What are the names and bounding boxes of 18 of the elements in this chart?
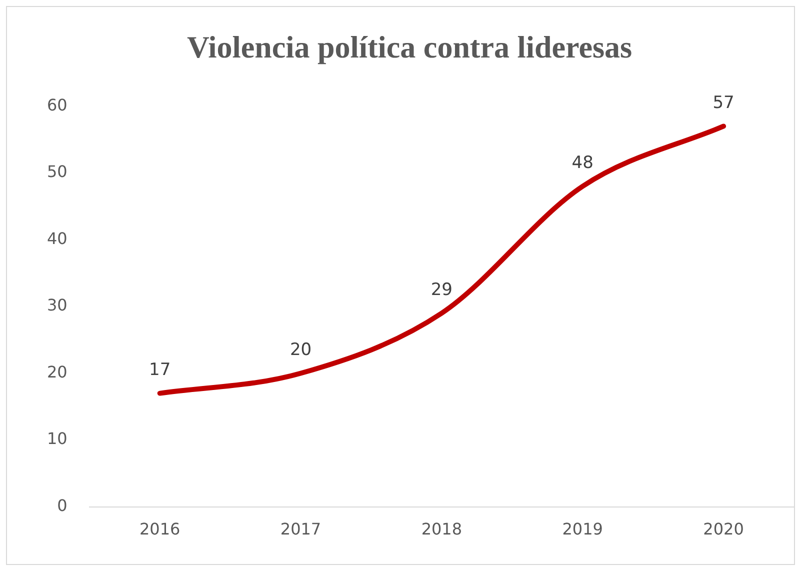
y-tick-label: 0 — [57, 496, 68, 515]
x-tick-label: 2019 — [562, 520, 603, 539]
data-label: 48 — [572, 153, 594, 174]
y-tick-label: 40 — [47, 228, 68, 248]
y-tick-label: 60 — [47, 95, 68, 114]
data-label: 17 — [149, 360, 171, 380]
chart-title: Violencia política contra lideresas — [186, 30, 632, 65]
y-tick-label: 10 — [47, 429, 68, 448]
x-tick-label: 2016 — [139, 520, 180, 539]
data-label: 57 — [712, 93, 734, 114]
x-tick-label: 2020 — [703, 520, 744, 539]
y-tick-label: 30 — [47, 296, 68, 315]
y-tick-label: 50 — [47, 162, 68, 182]
data-label: 20 — [290, 340, 312, 360]
y-tick-label: 20 — [47, 362, 68, 382]
data-label: 29 — [430, 280, 452, 300]
x-tick-label: 2017 — [280, 520, 322, 539]
x-tick-label: 2018 — [421, 520, 462, 539]
